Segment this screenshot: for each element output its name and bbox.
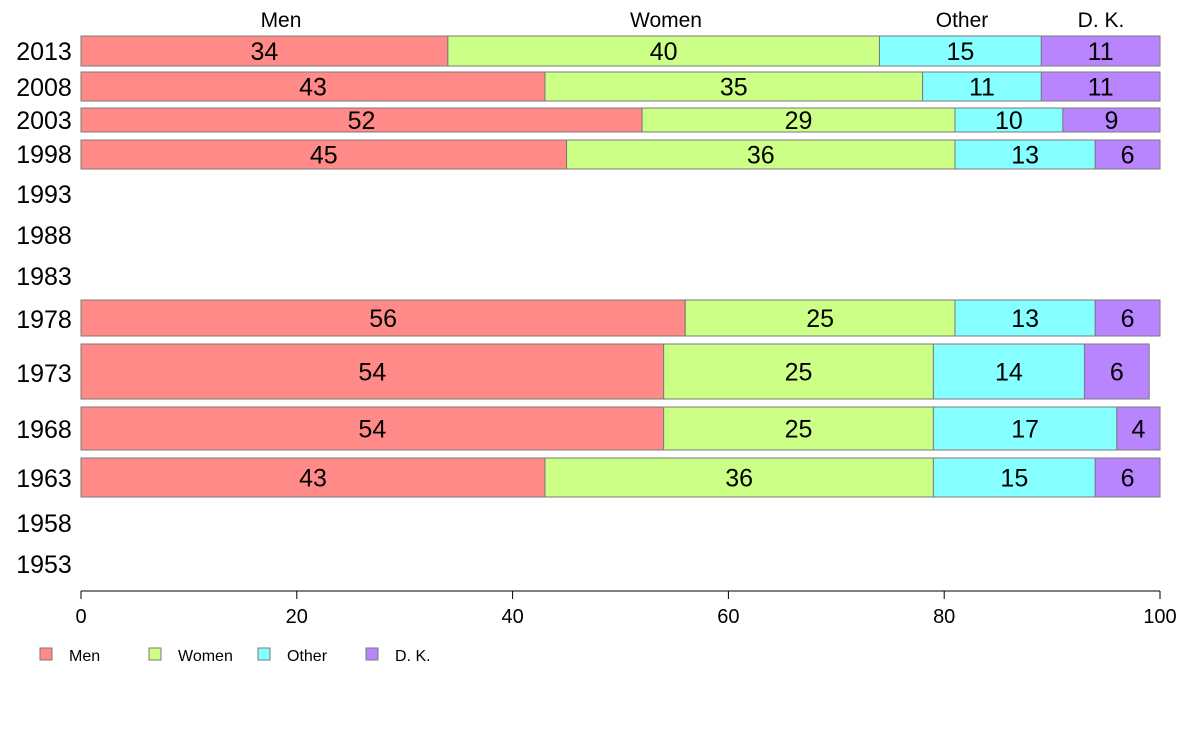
bar-segment-2003-men	[80, 107, 643, 133]
bar-segment-1963-other	[932, 457, 1096, 498]
year-label-1998: 1998	[16, 141, 72, 169]
legend-label-men: Men	[69, 648, 100, 665]
bar-segment-2013-men	[80, 35, 449, 67]
bar-segment-2008-other	[922, 71, 1042, 102]
column-header-d-k: D. K.	[1078, 9, 1125, 32]
bar-segment-1978-d-k	[1094, 299, 1161, 337]
segment-value-label: 15	[1000, 465, 1028, 493]
bar-segment-2013-women	[447, 35, 880, 67]
year-label-1978: 1978	[16, 306, 72, 334]
x-tick-label-20: 20	[286, 606, 308, 628]
segment-value-label: 34	[251, 38, 279, 66]
year-label-1993: 1993	[16, 181, 72, 209]
bar-segment-1978-other	[954, 299, 1096, 337]
legend-swatch-men	[39, 647, 53, 661]
bar-segment-1998-women	[566, 139, 956, 170]
segment-value-label: 15	[946, 38, 974, 66]
segment-value-label: 6	[1110, 359, 1124, 387]
x-axis: 0 20 40 60 80 100	[75, 590, 1177, 628]
segment-value-label: 35	[720, 74, 748, 102]
segment-value-label: 45	[310, 142, 338, 170]
bar-segment-1963-d-k	[1094, 457, 1161, 498]
column-headers: Men Women Other D. K.	[261, 9, 1125, 32]
year-label-1973: 1973	[16, 360, 72, 388]
segment-value-label: 11	[1088, 38, 1114, 66]
legend-swatch-other	[257, 647, 271, 661]
segment-value-label: 6	[1121, 305, 1135, 333]
x-tick-label-80: 80	[933, 606, 955, 628]
bar-segment-2003-d-k	[1062, 107, 1161, 133]
year-label-2003: 2003	[16, 107, 72, 135]
bar-segment-1973-men	[80, 343, 665, 400]
legend-label-d-k: D. K.	[395, 648, 431, 665]
bars-area: 2013 34 40 15 11 2008 43 35 11 11 2003 52 29 10 9 1998 4…	[16, 35, 1161, 579]
year-label-1953: 1953	[16, 551, 72, 579]
legend-label-other: Other	[287, 648, 328, 665]
legend-swatch-d-k	[365, 647, 379, 661]
segment-value-label: 54	[358, 416, 386, 444]
year-label-1968: 1968	[16, 416, 72, 444]
segment-value-label: 56	[369, 305, 397, 333]
bar-segment-1973-women	[663, 343, 934, 400]
segment-value-label: 6	[1121, 142, 1135, 170]
year-label-2013: 2013	[16, 38, 72, 66]
segment-value-label: 54	[358, 359, 386, 387]
segment-value-label: 25	[785, 416, 813, 444]
segment-value-label: 43	[299, 74, 327, 102]
bar-segment-2008-women	[544, 71, 924, 102]
segment-value-label: 36	[725, 465, 753, 493]
column-header-women: Women	[630, 9, 702, 32]
bar-segment-2003-women	[641, 107, 956, 133]
bar-segment-2013-other	[878, 35, 1042, 67]
bar-segment-1998-men	[80, 139, 568, 170]
segment-value-label: 4	[1131, 416, 1145, 444]
bar-segment-1998-d-k	[1094, 139, 1161, 170]
year-label-1958: 1958	[16, 510, 72, 538]
bar-segment-1973-other	[932, 343, 1085, 400]
bar-segment-1973-d-k	[1083, 343, 1150, 400]
bar-segment-1963-men	[80, 457, 546, 498]
year-label-1988: 1988	[16, 222, 72, 250]
legend: Men Women Other D. K.	[39, 647, 431, 665]
segment-value-label: 6	[1121, 465, 1135, 493]
bar-segment-1968-other	[932, 406, 1118, 451]
segment-value-label: 14	[995, 359, 1023, 387]
column-header-other: Other	[936, 9, 989, 32]
segment-value-label: 9	[1104, 107, 1118, 135]
bar-segment-2013-d-k	[1040, 35, 1161, 67]
bar-segment-1968-d-k	[1116, 406, 1161, 451]
year-label-2008: 2008	[16, 74, 72, 102]
year-label-1963: 1963	[16, 465, 72, 493]
bar-segment-2008-men	[80, 71, 546, 102]
x-tick-label-0: 0	[75, 606, 86, 628]
legend-swatch-women	[148, 647, 162, 661]
segment-value-label: 52	[348, 107, 376, 135]
segment-value-label: 17	[1011, 416, 1039, 444]
segment-value-label: 10	[995, 107, 1023, 135]
year-label-1983: 1983	[16, 263, 72, 291]
segment-value-label: 11	[969, 74, 995, 102]
bar-segment-1978-men	[80, 299, 686, 337]
segment-value-label: 36	[747, 142, 775, 170]
x-tick-label-40: 40	[501, 606, 523, 628]
segment-value-label: 25	[806, 305, 834, 333]
segment-value-label: 13	[1011, 142, 1039, 170]
segment-value-label: 40	[650, 38, 678, 66]
segment-value-label: 25	[785, 359, 813, 387]
segment-value-label: 13	[1011, 305, 1039, 333]
bar-segment-2008-d-k	[1040, 71, 1161, 102]
x-tick-label-100: 100	[1143, 606, 1176, 628]
x-tick-label-60: 60	[717, 606, 739, 628]
segment-value-label: 29	[785, 107, 813, 135]
segment-value-label: 43	[299, 465, 327, 493]
bar-segment-1968-men	[80, 406, 665, 451]
legend-label-women: Women	[178, 648, 233, 665]
column-header-men: Men	[261, 9, 302, 32]
bar-segment-1978-women	[684, 299, 956, 337]
segment-value-label: 11	[1088, 74, 1114, 102]
